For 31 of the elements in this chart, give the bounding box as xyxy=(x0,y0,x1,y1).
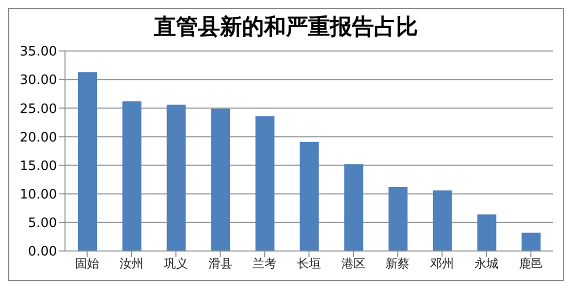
x-tick-label: 巩义 xyxy=(164,256,188,271)
x-tick-label: 汝州 xyxy=(120,256,144,271)
bar xyxy=(300,142,319,251)
y-tick-label: 25.00 xyxy=(20,102,57,117)
bar xyxy=(432,190,452,251)
bar xyxy=(122,101,142,251)
x-tick-label: 兰考 xyxy=(252,256,277,271)
y-tick-label: 5.00 xyxy=(28,216,57,232)
bar xyxy=(344,164,364,251)
x-tick-label: 长垣 xyxy=(297,256,321,271)
y-tick-label: 20.00 xyxy=(20,130,57,146)
y-tick-label: 0.00 xyxy=(28,244,57,260)
x-tick-label: 永城 xyxy=(474,256,498,271)
y-tick-label: 15.00 xyxy=(20,158,57,174)
x-tick-label: 固始 xyxy=(75,256,100,271)
y-tick-label: 35.00 xyxy=(20,44,57,60)
bar xyxy=(477,214,496,251)
bar xyxy=(78,72,97,251)
bar xyxy=(522,232,541,251)
x-tick-label: 滑县 xyxy=(208,256,232,271)
bar xyxy=(211,108,230,251)
x-tick-label: 邓州 xyxy=(430,256,454,271)
y-tick-label: 30.00 xyxy=(20,73,57,88)
bar xyxy=(388,187,408,251)
x-tick-label: 鹿邑 xyxy=(518,256,543,271)
x-tick-label: 港区 xyxy=(341,256,366,271)
bar xyxy=(166,104,186,251)
y-tick-label: 10.00 xyxy=(20,187,57,202)
chart-title: 直管县新的和严重报告占比 xyxy=(153,13,419,41)
x-tick-label: 新蔡 xyxy=(386,256,410,271)
bar xyxy=(255,116,274,251)
